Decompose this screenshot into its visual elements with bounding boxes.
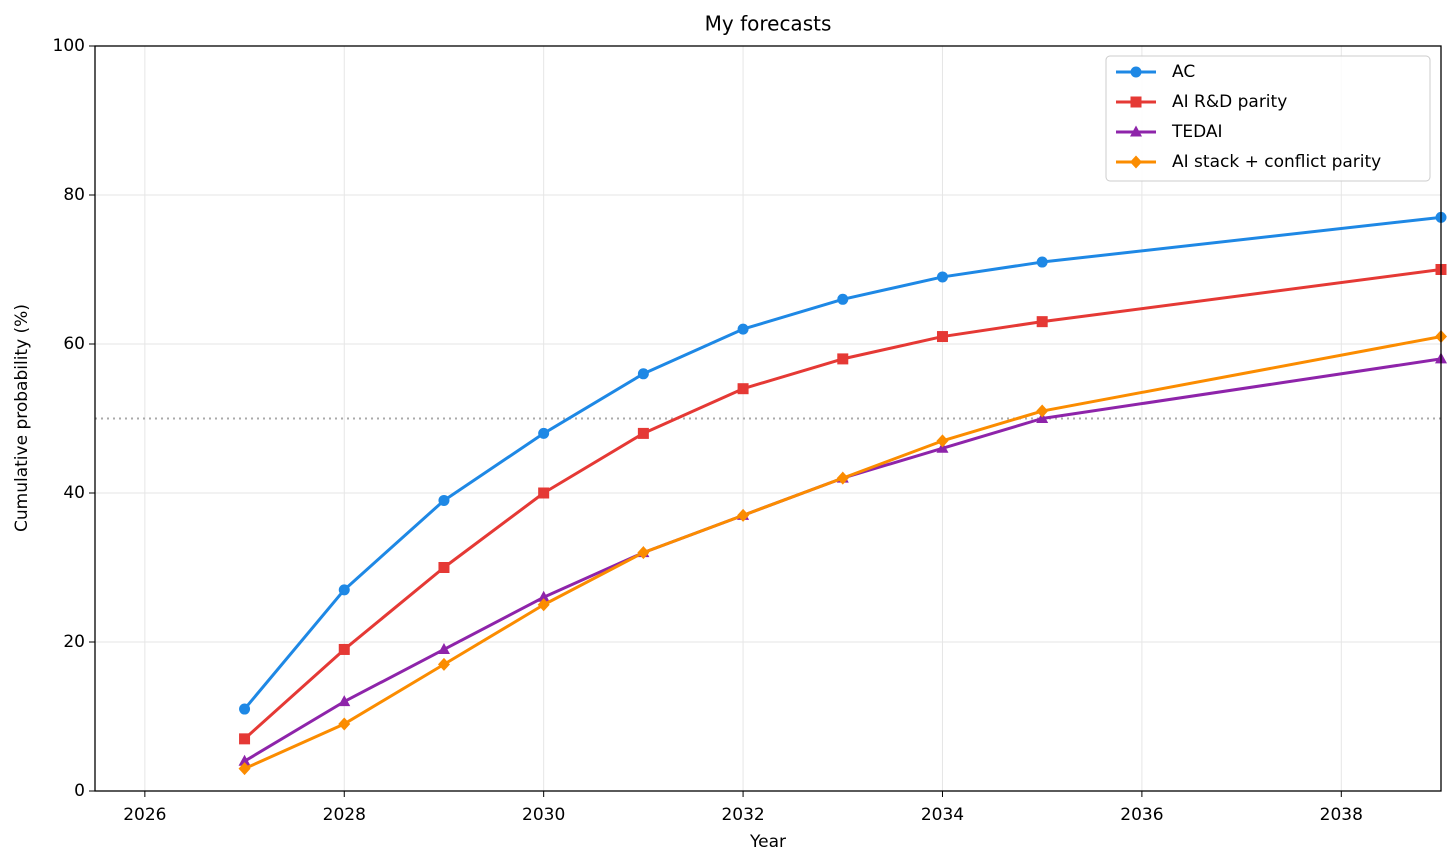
legend-box [1105, 55, 1431, 182]
marker [737, 383, 749, 395]
y-tick-label: 0 [74, 781, 85, 801]
marker [338, 695, 351, 707]
marker [637, 368, 649, 380]
marker [238, 762, 251, 776]
y-tick-label: 60 [63, 334, 85, 354]
y-tick-label: 80 [63, 185, 85, 205]
marker [438, 562, 450, 573]
x-tick-label: 2026 [123, 805, 166, 825]
legend-label: AC [1172, 62, 1195, 82]
marker [537, 590, 550, 602]
marker [737, 508, 750, 522]
marker [936, 331, 948, 343]
series-line [243, 335, 1441, 771]
marker [637, 546, 650, 560]
marker [239, 733, 251, 745]
marker [537, 598, 550, 612]
marker [1036, 404, 1049, 418]
x-tick-label: 2038 [1320, 805, 1363, 825]
x-tick-label: 2030 [522, 805, 565, 825]
marker [1130, 66, 1142, 78]
marker [936, 271, 948, 283]
marker [437, 642, 450, 654]
legend-label: AI R&D parity [1172, 92, 1287, 112]
marker [239, 703, 251, 715]
chart-title: My forecasts [705, 12, 832, 36]
marker [438, 494, 450, 506]
x-tick-label: 2034 [921, 805, 964, 825]
marker [437, 657, 450, 671]
marker [338, 717, 351, 731]
marker [1036, 316, 1048, 328]
x-tick-label: 2032 [721, 805, 764, 825]
y-tick-label: 20 [63, 632, 85, 652]
y-axis-label: Cumulative probability (%) [12, 304, 32, 532]
marker [837, 353, 849, 365]
marker [837, 293, 849, 305]
marker [637, 427, 649, 439]
legend-label: TEDAI [1171, 122, 1223, 142]
y-tick-label: 100 [53, 36, 85, 56]
marker [338, 584, 350, 596]
marker [936, 434, 949, 448]
marker [538, 427, 550, 439]
marker [737, 323, 749, 335]
x-tick-label: 2028 [323, 805, 366, 825]
x-tick-label: 2036 [1120, 805, 1163, 825]
marker [538, 487, 550, 499]
x-axis-label: Year [749, 832, 786, 852]
marker [1036, 256, 1048, 268]
series-line [243, 268, 1441, 740]
marker [1130, 125, 1142, 137]
marker [338, 643, 350, 655]
marker [836, 471, 849, 485]
plot-frame [94, 45, 1442, 792]
marker [238, 754, 251, 766]
series-line [243, 357, 1441, 763]
legend-label: AI stack + conflict parity [1172, 152, 1381, 172]
marker [1130, 96, 1142, 108]
marker [1130, 155, 1142, 169]
y-tick-label: 40 [63, 483, 85, 503]
series-line [243, 215, 1441, 711]
